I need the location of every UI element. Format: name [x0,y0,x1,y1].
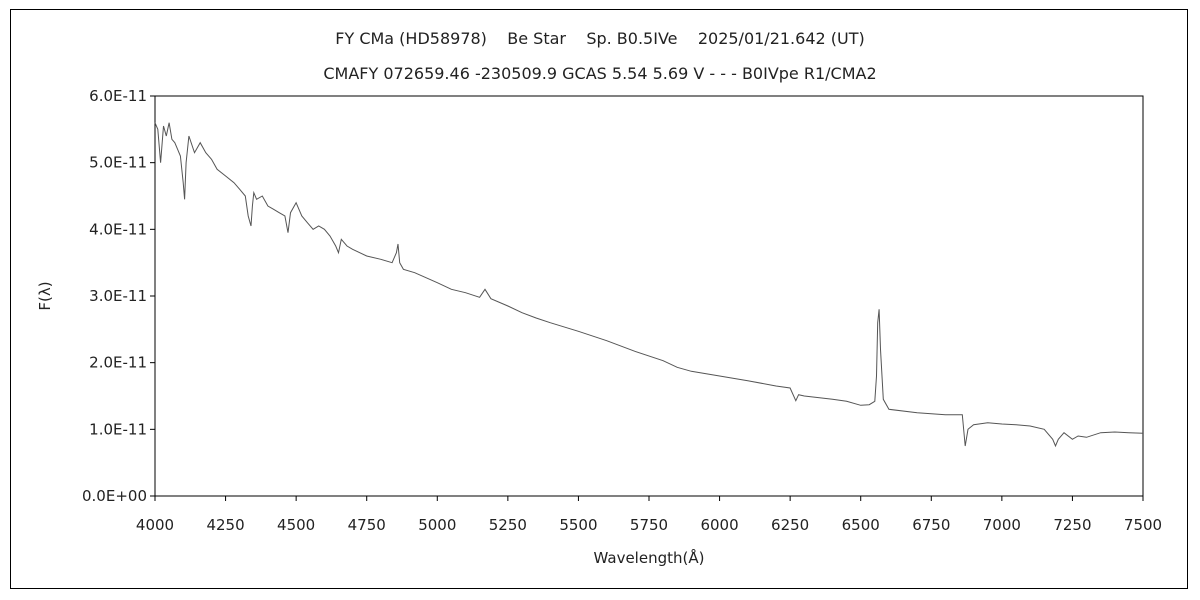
x-axis-label: Wavelength(Å) [594,548,705,567]
x-tick-label: 4500 [277,516,315,534]
x-tick-label: 6750 [912,516,950,534]
y-tick-label: 6.0E-11 [89,87,147,105]
x-tick-label: 7000 [983,516,1021,534]
x-tick-label: 4000 [136,516,174,534]
y-axis: 0.0E+00 1.0E-11 2.0E-11 3.0E-11 4.0E-11 5.0E-… [82,87,155,505]
x-tick-label: 5750 [630,516,668,534]
x-tick-label: 6500 [842,516,880,534]
plot-area [154,95,1144,497]
chart-subtitle: CMAFY 072659.46 -230509.9 GCAS 5.54 5.69… [323,64,877,83]
y-tick-label: 4.0E-11 [89,220,147,238]
x-tick-label: 5250 [489,516,527,534]
spectrum-series-line [154,122,1144,448]
x-tick-label: 6250 [771,516,809,534]
x-tick-label: 4250 [206,516,244,534]
y-axis-label: F(λ) [36,281,54,310]
x-tick-label: 5000 [418,516,456,534]
y-tick-label: 1.0E-11 [89,420,147,438]
y-tick-label: 5.0E-11 [89,154,147,172]
x-tick-label: 6000 [700,516,738,534]
y-tick-label: 0.0E+00 [82,487,147,505]
x-tick-label: 7500 [1124,516,1162,534]
x-tick-label: 5500 [559,516,597,534]
y-tick-label: 3.0E-11 [89,287,147,305]
chart-title: FY CMa (HD58978) Be Star Sp. B0.5IVe 202… [335,29,865,48]
x-axis: 4000 4250 4500 4750 5000 5250 5500 5750 6000 6250… [136,496,1162,534]
x-tick-label: 4750 [348,516,386,534]
x-tick-label: 7250 [1053,516,1091,534]
y-tick-label: 2.0E-11 [89,354,147,372]
chart-frame [10,9,1188,589]
